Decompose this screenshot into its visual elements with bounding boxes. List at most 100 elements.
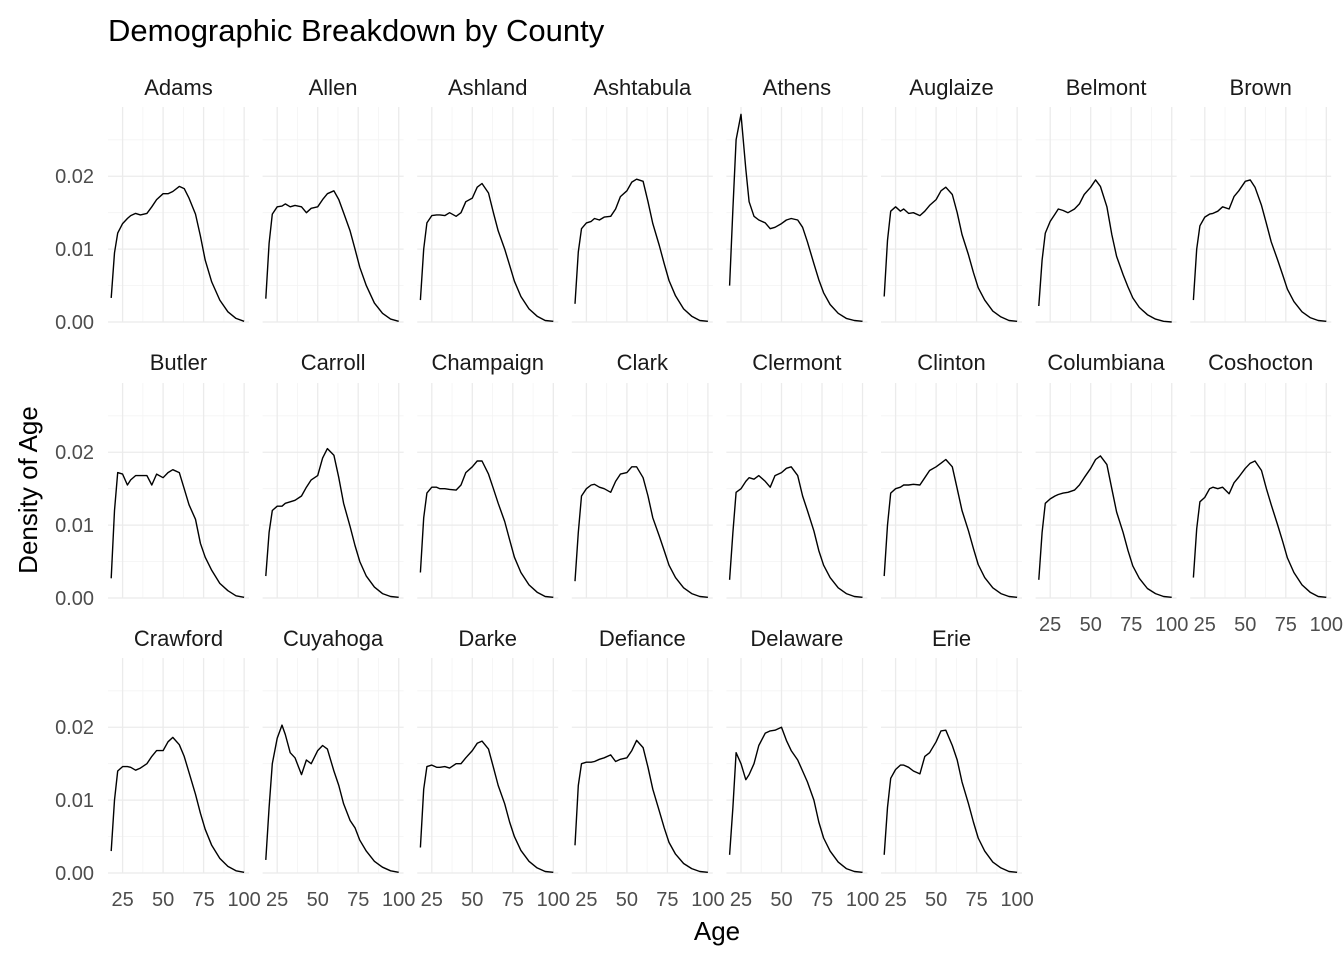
panel-ashtabula: Ashtabula	[571, 75, 713, 323]
panel-champaign: Champaign	[417, 350, 559, 599]
strip-label: Ashtabula	[593, 75, 692, 100]
strip-label: Darke	[458, 626, 517, 651]
strip-label: Columbiana	[1047, 350, 1165, 375]
density-line	[110, 185, 245, 322]
x-tick-label: 50	[1080, 614, 1102, 636]
panel-brown: Brown	[1190, 75, 1332, 323]
panel-coshocton: Coshocton 25 50 75 100	[1190, 350, 1343, 636]
density-line	[883, 458, 1018, 598]
x-tick-label: 75	[811, 889, 833, 911]
x-tick-label: 100	[1000, 889, 1033, 911]
x-tick-label: 100	[537, 889, 570, 911]
strip-label: Cuyahoga	[283, 626, 384, 651]
x-tick-label: 25	[730, 889, 752, 911]
panel-athens: Athens	[726, 75, 868, 323]
strip-label: Carroll	[301, 350, 366, 375]
x-tick-label: 25	[266, 889, 288, 911]
strip-label: Athens	[763, 75, 832, 100]
x-tick-label: 75	[347, 889, 369, 911]
density-line	[419, 182, 554, 322]
strip-label: Clinton	[917, 350, 985, 375]
panel-crawford: Crawford 0.00 0.01 0.02 25 50 75 100	[55, 626, 261, 911]
density-line	[574, 466, 708, 598]
x-tick-label: 100	[846, 889, 879, 911]
panel-butler: Butler 0.00 0.01 0.02	[55, 350, 249, 610]
strip-label: Clermont	[752, 350, 841, 375]
density-line	[419, 740, 554, 873]
strip-label: Allen	[309, 75, 358, 100]
density-line	[883, 186, 1018, 322]
x-tick-label: 25	[1039, 614, 1061, 636]
panel-defiance: Defiance 25 50 75 100	[571, 626, 725, 911]
strip-label: Adams	[144, 75, 212, 100]
x-tick-label: 75	[1275, 614, 1297, 636]
strip-label: Coshocton	[1208, 350, 1313, 375]
x-tick-label: 25	[111, 889, 133, 911]
x-tick-label: 50	[925, 889, 947, 911]
strip-label: Delaware	[750, 626, 843, 651]
x-tick-label: 50	[1234, 614, 1256, 636]
x-tick-label: 100	[227, 889, 260, 911]
x-tick-label: 50	[307, 889, 329, 911]
x-tick-label: 100	[1155, 614, 1188, 636]
panel-erie: Erie 25 50 75 100	[881, 626, 1034, 911]
x-axis-title: Age	[694, 916, 740, 946]
x-tick-label: 75	[965, 889, 987, 911]
panel-darke: Darke 25 50 75 100	[417, 626, 570, 911]
x-tick-label: 25	[884, 889, 906, 911]
density-line	[110, 469, 245, 598]
x-tick-label: 25	[575, 889, 597, 911]
x-tick-label: 25	[1194, 614, 1216, 636]
panel-ashland: Ashland	[417, 75, 559, 323]
y-tick-label: 0.00	[55, 312, 94, 334]
strip-label: Brown	[1230, 75, 1292, 100]
x-tick-label: 50	[616, 889, 638, 911]
panel-auglaize: Auglaize	[881, 75, 1022, 323]
y-axis-title: Density of Age	[13, 406, 43, 574]
density-line	[1038, 455, 1172, 598]
y-tick-label: 0.02	[55, 717, 94, 739]
x-tick-label: 25	[421, 889, 443, 911]
panel-carroll: Carroll	[262, 350, 404, 599]
chart-title: Demographic Breakdown by County	[108, 13, 605, 48]
y-tick-label: 0.00	[55, 588, 94, 610]
x-tick-label: 100	[382, 889, 415, 911]
panel-cuyahoga: Cuyahoga 25 50 75 100	[262, 626, 415, 911]
x-tick-label: 100	[1310, 614, 1343, 636]
panel-belmont: Belmont	[1035, 75, 1177, 323]
facet-panels: Adams 0.00 0.01 0.02 Allen Ashland Ashtabula At…	[55, 75, 1343, 911]
panel-adams: Adams 0.00 0.01 0.02	[55, 75, 249, 334]
density-line	[265, 724, 399, 873]
strip-label: Butler	[150, 350, 207, 375]
y-tick-label: 0.02	[55, 166, 94, 188]
x-tick-label: 75	[656, 889, 678, 911]
x-tick-label: 75	[192, 889, 214, 911]
y-tick-label: 0.00	[55, 863, 94, 885]
x-tick-label: 50	[461, 889, 483, 911]
panel-allen: Allen	[262, 75, 404, 323]
density-line	[883, 729, 1018, 873]
y-tick-label: 0.01	[55, 239, 94, 261]
density-line	[728, 466, 863, 598]
panel-clinton: Clinton	[881, 350, 1022, 599]
y-tick-label: 0.02	[55, 442, 94, 464]
x-tick-label: 100	[691, 889, 724, 911]
panel-delaware: Delaware 25 50 75 100	[726, 626, 879, 911]
panel-clark: Clark	[571, 350, 713, 599]
density-line	[419, 460, 554, 598]
density-line	[110, 736, 245, 873]
panel-clermont: Clermont	[726, 350, 868, 599]
x-tick-label: 50	[152, 889, 174, 911]
strip-label: Belmont	[1066, 75, 1147, 100]
y-tick-label: 0.01	[55, 790, 94, 812]
strip-label: Ashland	[448, 75, 528, 100]
density-line	[574, 739, 708, 873]
panel-columbiana: Columbiana 25 50 75 100	[1035, 350, 1188, 636]
density-line	[1192, 179, 1327, 322]
density-line	[728, 113, 863, 322]
x-tick-label: 50	[770, 889, 792, 911]
strip-label: Auglaize	[909, 75, 993, 100]
strip-label: Erie	[932, 626, 971, 651]
x-tick-label: 75	[502, 889, 524, 911]
